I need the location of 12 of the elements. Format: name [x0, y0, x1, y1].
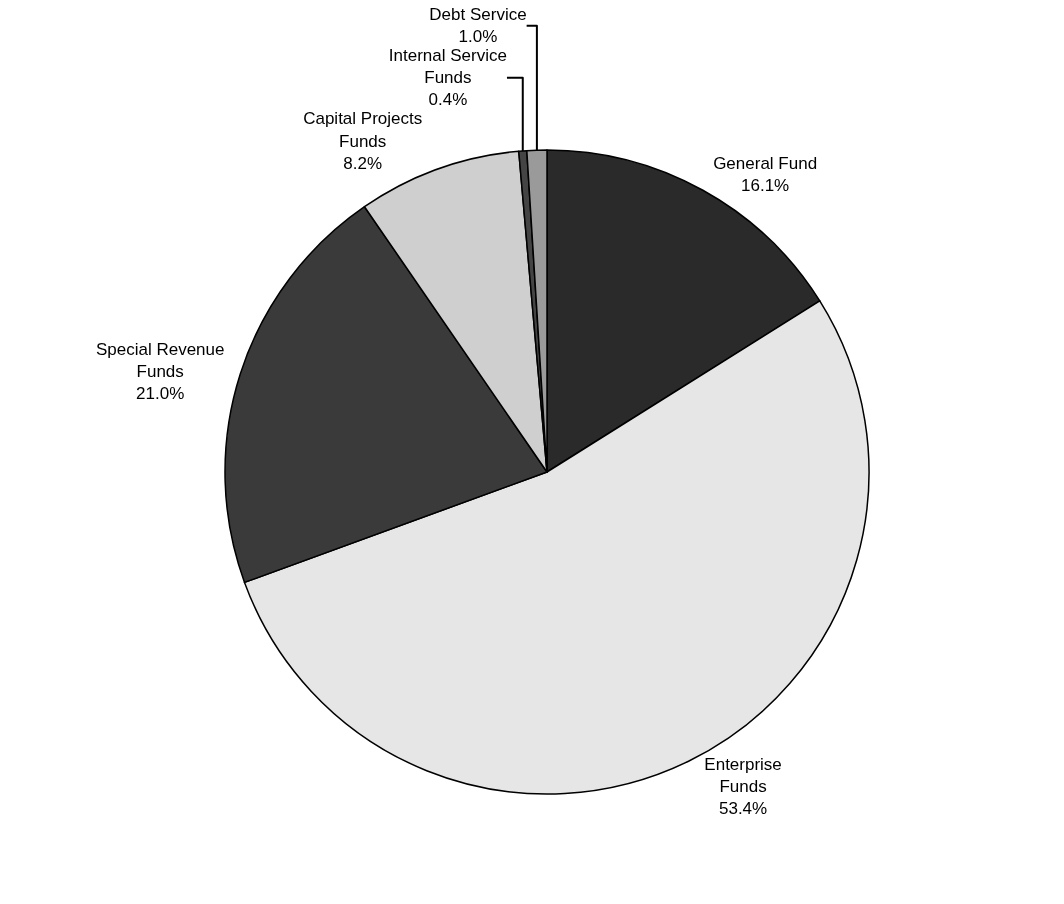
data-label: 16.1%	[741, 176, 790, 196]
slice-label: Special Revenue Funds	[95, 339, 225, 381]
data-label: 1.0%	[458, 27, 498, 47]
data-label: 8.2%	[343, 153, 383, 173]
slice-label: Debt Service	[429, 5, 527, 25]
data-label: 53.4%	[718, 799, 768, 819]
slice-label: General Fund	[713, 153, 818, 173]
slice-label: Internal Service Funds	[388, 46, 507, 88]
data-label: 21.0%	[136, 383, 185, 403]
slice-label: Capital Projects Funds	[303, 109, 423, 151]
data-label: 0.4%	[428, 90, 468, 110]
slice-label: Enterprise Funds	[704, 755, 782, 797]
